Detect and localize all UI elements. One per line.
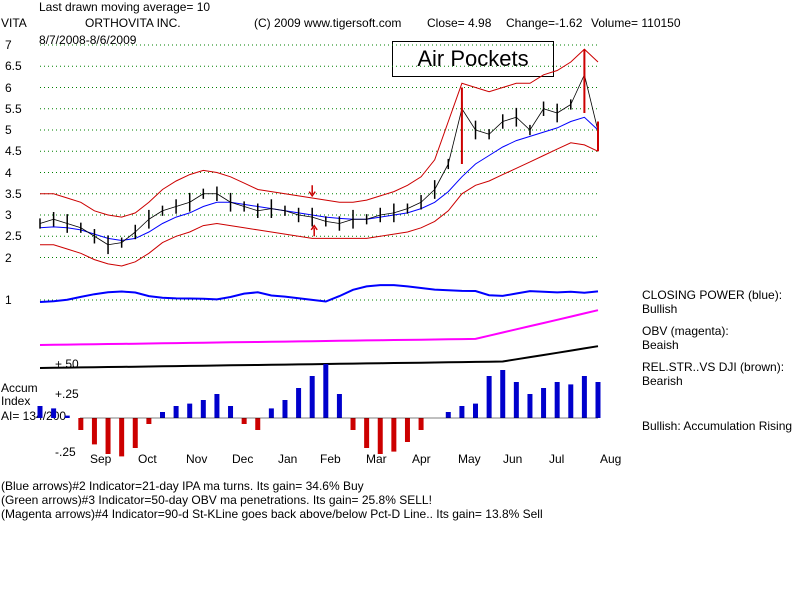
price-tick-label: 5.5 bbox=[5, 101, 22, 116]
price-segment bbox=[570, 74, 585, 105]
rel-str-label: REL.STR..VS DJI (brown): bbox=[642, 360, 785, 374]
price-segment bbox=[312, 216, 326, 222]
rel-str-value: Bearish bbox=[642, 374, 683, 388]
price-segment bbox=[298, 214, 313, 218]
price-segment bbox=[244, 206, 258, 212]
month-label: Dec bbox=[232, 452, 254, 466]
price-segment bbox=[162, 206, 177, 212]
month-label: Feb bbox=[320, 452, 341, 466]
price-segment bbox=[175, 201, 190, 207]
close-value: Close= 4.98 bbox=[427, 16, 492, 30]
change-value: Change=-1.62 bbox=[506, 16, 583, 30]
date-range: 8/7/2008-8/6/2009 bbox=[39, 33, 137, 47]
price-segment bbox=[230, 201, 245, 207]
closing-power-label: CLOSING POWER (blue): bbox=[642, 288, 783, 302]
price-segment bbox=[284, 210, 299, 216]
price-segment bbox=[325, 220, 340, 224]
footer-line-2: (Green arrows)#3 Indicator=50-day OBV ma… bbox=[1, 493, 432, 507]
accum-tick-label: -.25 bbox=[55, 445, 76, 459]
price-segment bbox=[461, 108, 476, 131]
accum-tick-label: +.25 bbox=[55, 387, 79, 401]
price-segment bbox=[271, 208, 286, 212]
month-label: Jul bbox=[549, 452, 565, 466]
price-segment bbox=[80, 227, 95, 237]
moving-average-label: Last drawn moving average= 10 bbox=[39, 0, 211, 14]
price-segment bbox=[53, 218, 68, 224]
sell-arrow bbox=[308, 185, 316, 198]
price-tick-label: 3 bbox=[5, 208, 12, 222]
price-tick-label: 1 bbox=[5, 293, 12, 307]
ticker-label: VITA bbox=[1, 16, 27, 30]
price-tick-label: 3.5 bbox=[5, 186, 22, 201]
obv-label: OBV (magenta): bbox=[642, 324, 729, 338]
price-segment bbox=[584, 74, 599, 131]
month-label: Sep bbox=[90, 452, 112, 466]
price-tick-label: 5 bbox=[5, 123, 12, 137]
price-segment bbox=[407, 201, 422, 209]
price-segment bbox=[420, 189, 435, 203]
month-label: Mar bbox=[366, 452, 387, 466]
price-segment bbox=[134, 218, 150, 233]
price-segment bbox=[366, 214, 381, 220]
price-segment bbox=[447, 108, 463, 165]
price-tick-label: 4.5 bbox=[5, 144, 22, 159]
price-tick-label: 6 bbox=[5, 80, 12, 95]
closing-power-value: Bullish bbox=[642, 302, 678, 316]
price-segment bbox=[257, 208, 272, 212]
price-segment bbox=[475, 129, 490, 135]
price-segment bbox=[121, 231, 136, 243]
accum-status: Bullish: Accumulation Rising bbox=[642, 419, 793, 433]
price-segment bbox=[543, 108, 558, 114]
month-label: Jan bbox=[278, 452, 298, 466]
price-tick-label: 2 bbox=[5, 250, 12, 265]
moving-average-line bbox=[39, 116, 599, 242]
closing-power-line bbox=[39, 284, 599, 303]
price-segment bbox=[556, 104, 571, 114]
index-label: Index bbox=[1, 394, 31, 408]
accum-tick-label: +.50 bbox=[55, 357, 79, 371]
buy-arrow bbox=[310, 224, 318, 237]
price-segment bbox=[216, 193, 231, 203]
obv-line bbox=[39, 309, 599, 346]
price-tick-label: 2.5 bbox=[5, 229, 22, 244]
month-label: Aug bbox=[600, 452, 622, 466]
price-segment bbox=[502, 116, 517, 122]
price-tick-label: 6.5 bbox=[5, 59, 22, 74]
price-segment bbox=[488, 121, 504, 135]
price-segment bbox=[39, 218, 54, 224]
price-tick-label: 7 bbox=[5, 38, 12, 52]
month-label: May bbox=[458, 452, 481, 466]
price-segment bbox=[434, 163, 449, 190]
price-tick-label: 4 bbox=[5, 165, 12, 180]
price-segment bbox=[529, 108, 544, 131]
lower-band-line bbox=[40, 142, 599, 267]
price-segment bbox=[148, 210, 163, 220]
rel-str-line bbox=[39, 345, 599, 369]
month-label: Jun bbox=[503, 452, 523, 466]
month-label: Oct bbox=[138, 452, 157, 466]
copyright-label: (C) 2009 www.tigersoft.com bbox=[254, 16, 402, 30]
air-pockets-annotation: Air Pockets bbox=[392, 41, 554, 77]
price-segment bbox=[67, 223, 81, 229]
ai-value: AI= 134/200 bbox=[1, 409, 67, 423]
company-name: ORTHOVITA INC. bbox=[85, 16, 181, 30]
price-segment bbox=[189, 193, 204, 203]
obv-value: Beaish bbox=[642, 338, 679, 352]
price-segment bbox=[339, 218, 354, 224]
footer-line-3: (Magenta arrows)#4 Indicator=90-d St-KLi… bbox=[1, 507, 543, 521]
month-label: Apr bbox=[412, 452, 431, 466]
price-segment bbox=[380, 212, 394, 216]
footer-line-1: (Blue arrows)#2 Indicator=21-day IPA ma … bbox=[1, 479, 364, 493]
price-segment bbox=[107, 242, 122, 246]
accum-label: Accum bbox=[1, 381, 38, 395]
month-label: Nov bbox=[186, 452, 208, 466]
price-segment bbox=[94, 235, 109, 246]
price-segment bbox=[393, 208, 408, 214]
volume-value: Volume= 110150 bbox=[591, 16, 681, 30]
price-segment bbox=[516, 116, 531, 131]
